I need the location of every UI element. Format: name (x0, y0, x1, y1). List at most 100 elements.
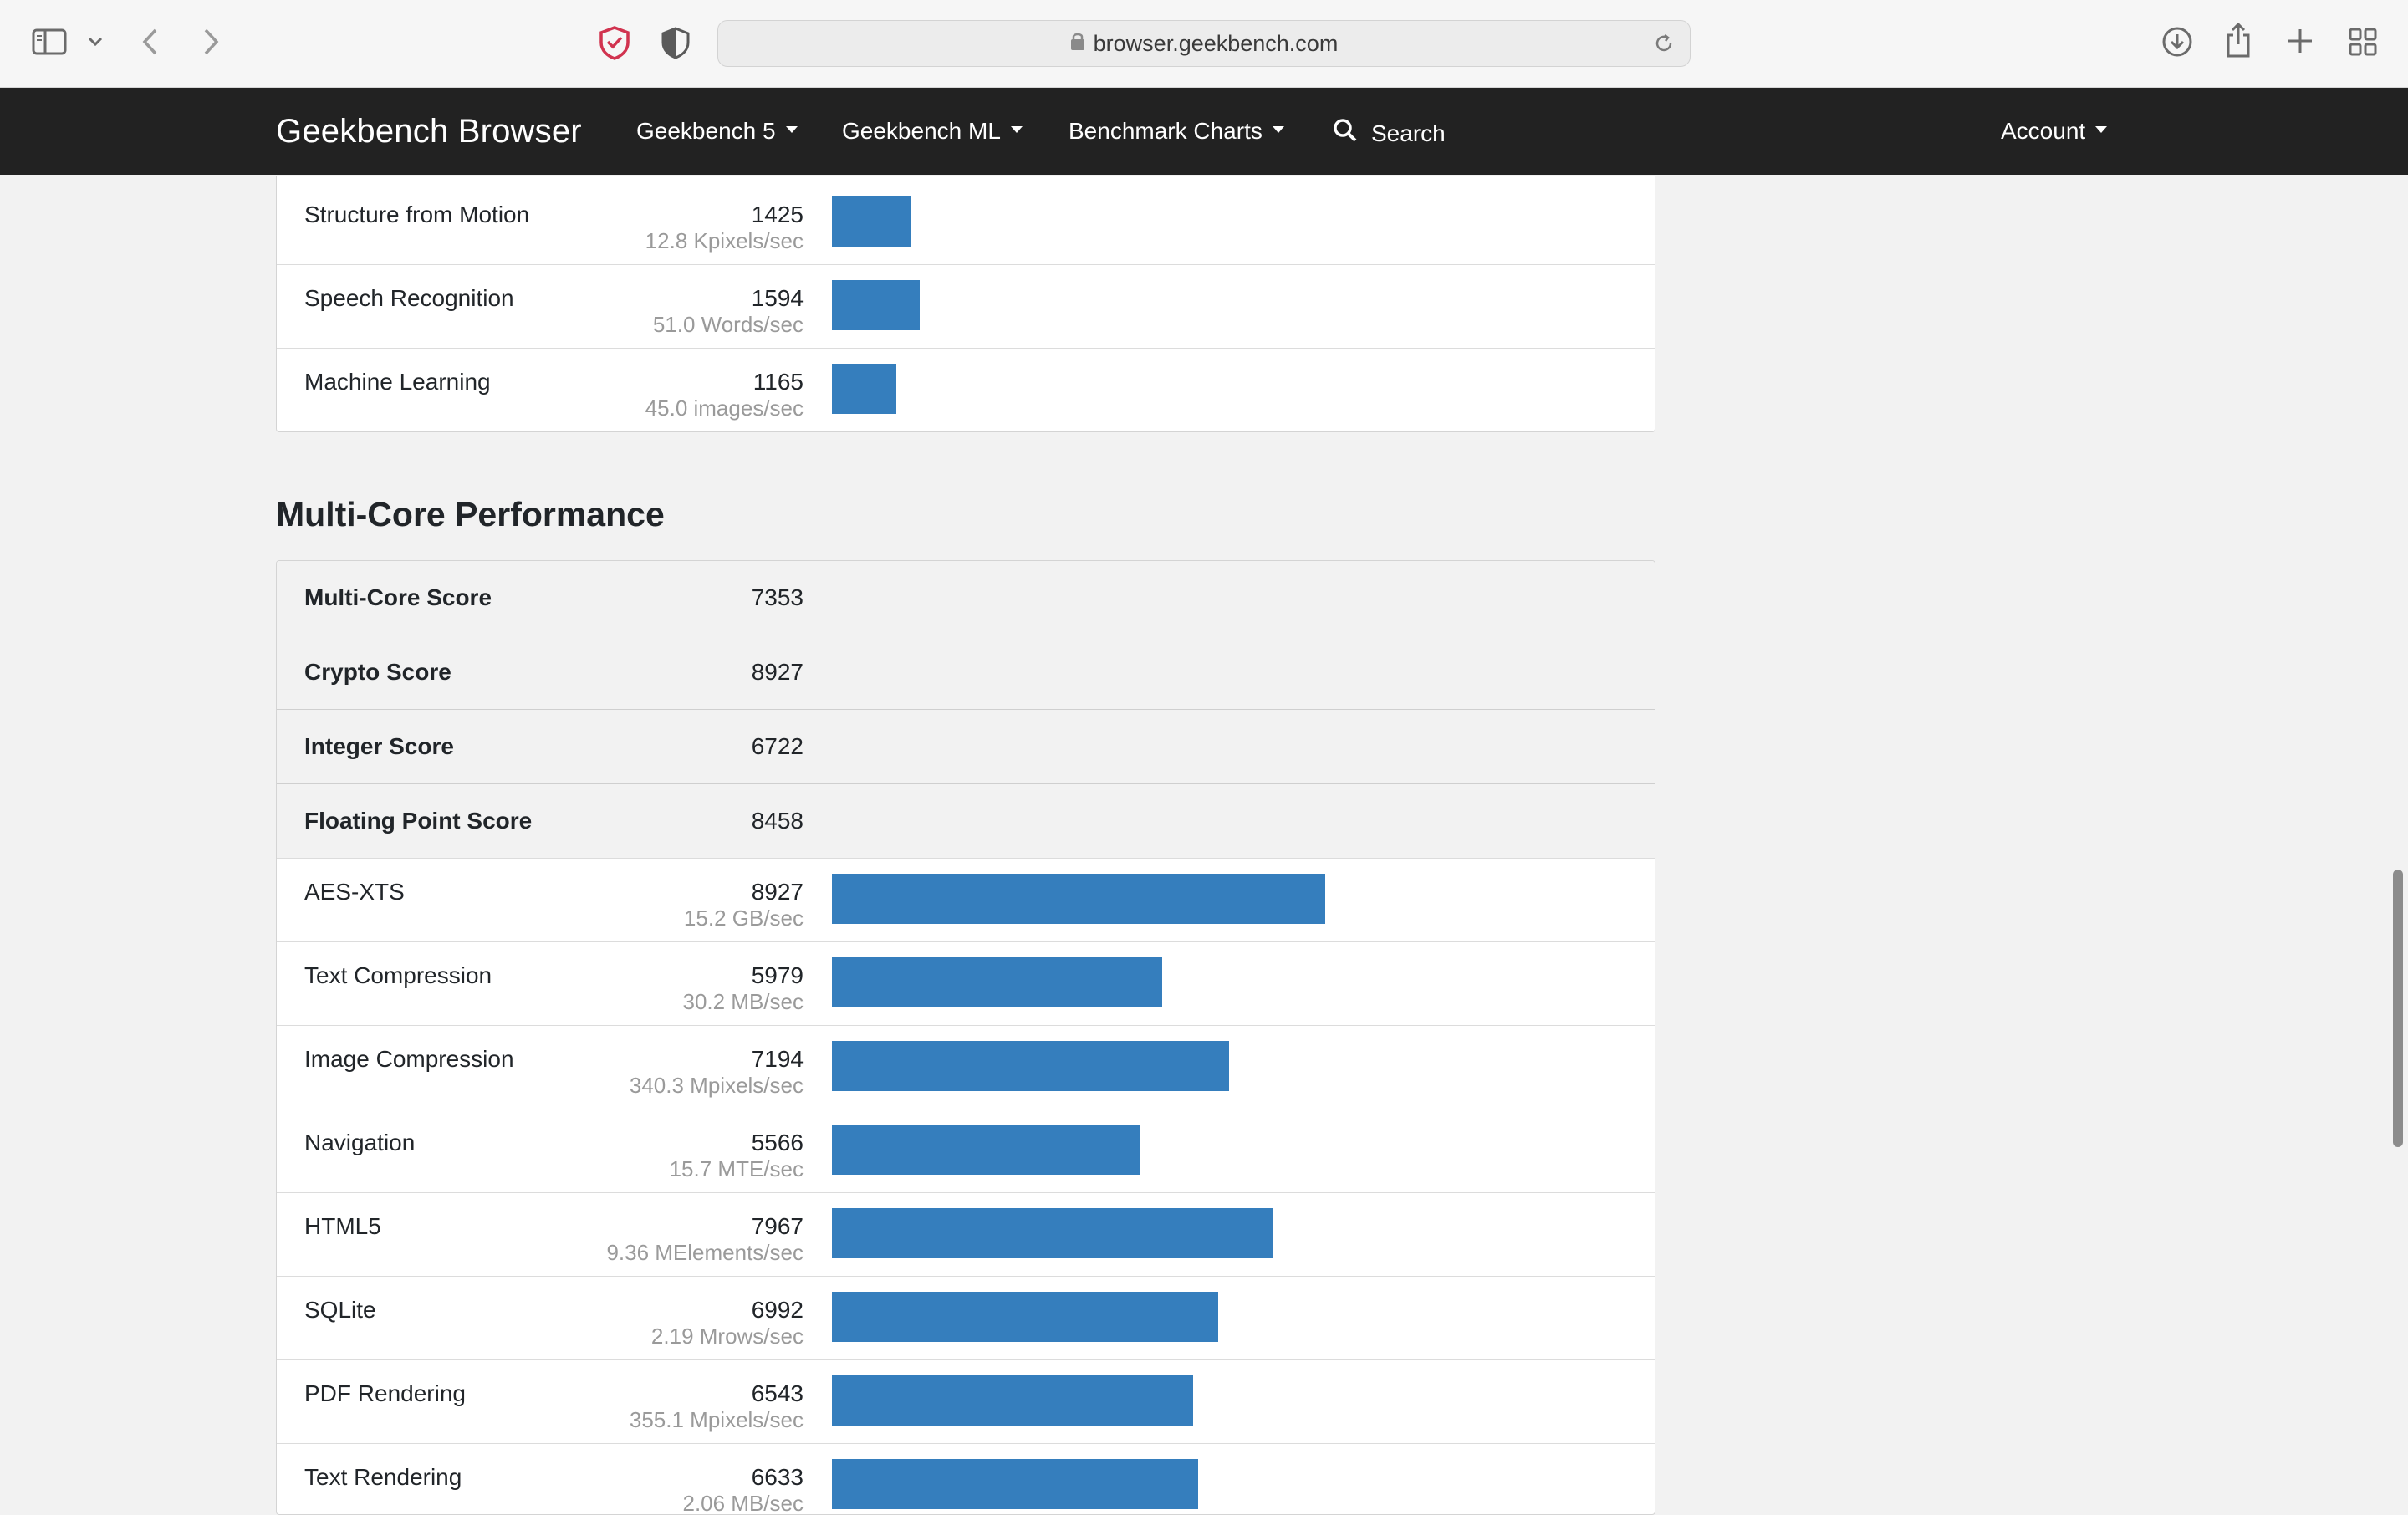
section-title: Multi-Core Performance (276, 495, 665, 533)
nav-benchmark-charts-label: Benchmark Charts (1069, 118, 1263, 144)
benchmark-rate: 15.2 GB/sec (683, 905, 804, 931)
summary-score: 7353 (751, 584, 804, 610)
benchmark-rate: 340.3 Mpixels/sec (629, 1073, 804, 1098)
score-bar (832, 957, 1162, 1007)
benchmark-rate: 2.06 MB/sec (682, 1491, 804, 1515)
benchmark-name: Text Compression (304, 962, 492, 988)
summary-name: Integer Score (304, 733, 454, 759)
benchmark-rate: 45.0 images/sec (645, 395, 804, 421)
caret-down-icon (2095, 126, 2108, 133)
lock-icon (1070, 31, 1085, 57)
back-arrow-icon[interactable] (140, 27, 161, 57)
score-bar (832, 1459, 1198, 1509)
caret-down-icon (785, 126, 798, 133)
summary-row: Integer Score 6722 (277, 709, 1655, 783)
benchmark-score: 5566 (751, 1130, 804, 1155)
benchmark-score: 8927 (751, 879, 804, 905)
nav-geekbench5-label: Geekbench 5 (636, 118, 776, 144)
content-blocker-icon[interactable] (661, 27, 691, 59)
table-row: PDF Rendering 6543 355.1 Mpixels/sec (277, 1359, 1655, 1443)
nav-account-label: Account (2001, 118, 2086, 144)
benchmark-score: 1594 (751, 285, 804, 311)
table-row: AES-XTS 8927 15.2 GB/sec (277, 858, 1655, 941)
score-bar (832, 874, 1325, 924)
nav-geekbench-ml-label: Geekbench ML (842, 118, 1001, 144)
benchmark-name: Image Compression (304, 1046, 514, 1072)
benchmark-name: Navigation (304, 1130, 416, 1155)
benchmark-name: Text Rendering (304, 1464, 462, 1490)
summary-name: Crypto Score (304, 659, 452, 685)
browser-toolbar: browser.geekbench.com (0, 0, 2408, 88)
multi-core-table: Multi-Core Score 7353 Crypto Score 8927 … (276, 560, 1656, 1515)
table-row: HTML5 7967 9.36 MElements/sec (277, 1192, 1655, 1276)
nav-account[interactable]: Account (2001, 118, 2108, 145)
table-row: Text Compression 5979 30.2 MB/sec (277, 941, 1655, 1025)
benchmark-name: Structure from Motion (304, 201, 530, 227)
benchmark-score: 5979 (751, 962, 804, 988)
benchmark-rate: 9.36 MElements/sec (606, 1240, 804, 1265)
table-row: Structure from Motion 1425 12.8 Kpixels/… (277, 181, 1655, 264)
brand-logo[interactable]: Geekbench Browser (276, 113, 582, 150)
table-row: Text Rendering 6633 2.06 MB/sec (277, 1443, 1655, 1515)
score-bar (832, 364, 896, 414)
chevron-down-icon[interactable] (87, 33, 104, 50)
site-navbar: Geekbench Browser Geekbench 5 Geekbench … (0, 88, 2408, 175)
benchmark-rate: 12.8 Kpixels/sec (645, 228, 804, 253)
caret-down-icon (1010, 126, 1023, 133)
nav-geekbench-ml[interactable]: Geekbench ML (842, 118, 1023, 145)
summary-name: Multi-Core Score (304, 584, 492, 610)
summary-row: Crypto Score 8927 (277, 635, 1655, 709)
sidebar-toggle-icon[interactable] (32, 27, 69, 57)
summary-score: 8458 (751, 808, 804, 834)
table-row: Speech Recognition 1594 51.0 Words/sec (277, 264, 1655, 348)
benchmark-name: SQLite (304, 1297, 376, 1323)
nav-search[interactable]: Search (1333, 118, 1446, 149)
benchmark-rate: 2.19 Mrows/sec (650, 1324, 804, 1349)
benchmark-rate: 355.1 Mpixels/sec (629, 1407, 804, 1432)
privacy-shield-icon[interactable] (597, 25, 632, 60)
reload-icon[interactable] (1653, 33, 1675, 59)
benchmark-score: 1165 (752, 369, 804, 395)
score-bar (832, 1208, 1273, 1258)
score-bar (832, 1375, 1193, 1426)
table-row: Machine Learning 1165 45.0 images/sec (277, 348, 1655, 431)
nav-geekbench5[interactable]: Geekbench 5 (636, 118, 798, 145)
summary-score: 8927 (751, 659, 804, 685)
tab-overview-icon[interactable] (2348, 27, 2378, 57)
score-bar (832, 1125, 1140, 1175)
table-row: Image Compression 7194 340.3 Mpixels/sec (277, 1025, 1655, 1109)
benchmark-score: 1425 (751, 201, 804, 227)
forward-arrow-icon[interactable] (201, 27, 221, 57)
summary-name: Floating Point Score (304, 808, 533, 834)
downloads-icon[interactable] (2161, 25, 2194, 59)
benchmark-name: PDF Rendering (304, 1380, 466, 1406)
benchmark-score: 6633 (751, 1464, 804, 1490)
page-scrollbar[interactable] (2393, 870, 2403, 1147)
benchmark-rate: 15.7 MTE/sec (669, 1156, 804, 1181)
url-text: browser.geekbench.com (1093, 30, 1339, 56)
address-bar[interactable]: browser.geekbench.com (717, 20, 1691, 67)
table-row: SQLite 6992 2.19 Mrows/sec (277, 1276, 1655, 1359)
benchmark-score: 6543 (751, 1380, 804, 1406)
score-bar (832, 1041, 1229, 1091)
single-core-table: Structure from Motion 1425 12.8 Kpixels/… (276, 176, 1656, 432)
nav-benchmark-charts[interactable]: Benchmark Charts (1069, 118, 1284, 145)
caret-down-icon (1272, 126, 1284, 133)
summary-score: 6722 (751, 733, 804, 759)
table-row: Navigation 5566 15.7 MTE/sec (277, 1109, 1655, 1192)
benchmark-score: 7967 (751, 1213, 804, 1239)
score-bar (832, 196, 911, 247)
benchmark-rate: 30.2 MB/sec (682, 989, 804, 1014)
summary-row: Multi-Core Score 7353 (277, 561, 1655, 635)
benchmark-rate: 51.0 Words/sec (652, 312, 804, 337)
score-bar (832, 1292, 1218, 1342)
new-tab-icon[interactable] (2286, 27, 2314, 55)
benchmark-score: 6992 (751, 1297, 804, 1323)
benchmark-name: Machine Learning (304, 369, 491, 395)
benchmark-score: 7194 (751, 1046, 804, 1072)
benchmark-name: HTML5 (304, 1213, 381, 1239)
score-bar (832, 280, 920, 330)
benchmark-name: AES-XTS (304, 879, 405, 905)
share-icon[interactable] (2224, 22, 2252, 59)
nav-search-label: Search (1371, 120, 1446, 146)
